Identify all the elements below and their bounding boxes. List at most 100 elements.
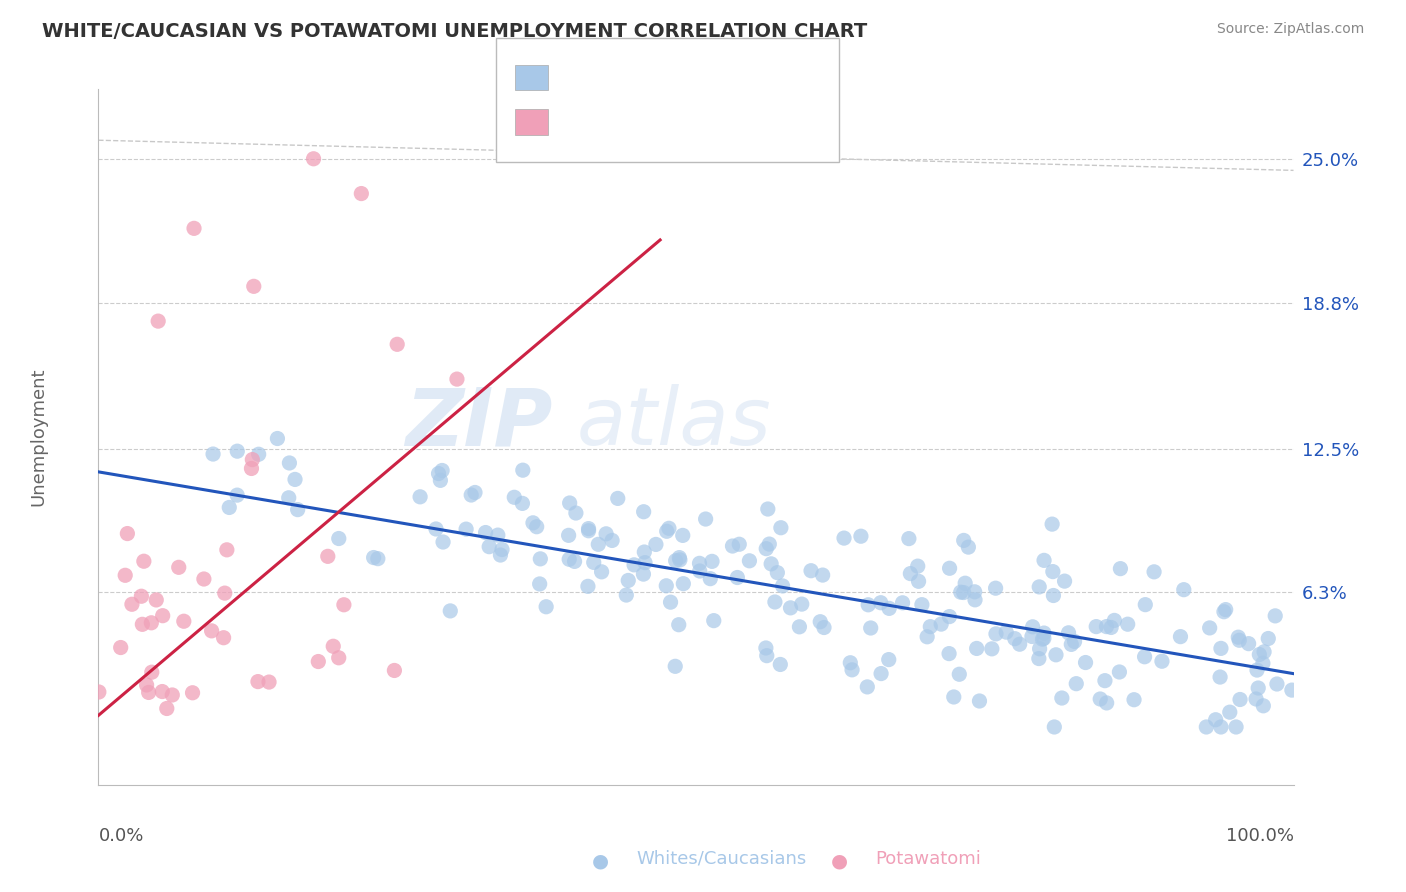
Text: WHITE/CAUCASIAN VS POTAWATOMI UNEMPLOYMENT CORRELATION CHART: WHITE/CAUCASIAN VS POTAWATOMI UNEMPLOYME… xyxy=(42,22,868,41)
Point xyxy=(1229,692,1251,706)
Point xyxy=(929,617,952,632)
Point xyxy=(226,444,249,458)
Point xyxy=(1050,691,1073,706)
Text: 100.0%: 100.0% xyxy=(1226,827,1294,845)
Point xyxy=(668,550,690,565)
Point xyxy=(1249,648,1271,662)
Point xyxy=(284,472,307,486)
Point xyxy=(665,554,688,568)
Point xyxy=(576,579,599,593)
Point xyxy=(156,701,179,715)
Point xyxy=(1219,705,1241,719)
Point xyxy=(1133,649,1156,664)
Text: 200: 200 xyxy=(724,62,762,80)
Point xyxy=(689,564,711,578)
Point xyxy=(582,555,605,569)
Point xyxy=(763,595,786,609)
Point xyxy=(980,641,1002,656)
Point xyxy=(240,461,263,475)
Point xyxy=(1042,589,1064,603)
Point xyxy=(856,680,879,694)
Point xyxy=(150,684,173,698)
Point xyxy=(789,620,811,634)
Point xyxy=(725,570,748,584)
Point xyxy=(1173,582,1195,597)
Text: -0.863: -0.863 xyxy=(595,62,659,80)
Point xyxy=(897,532,920,546)
Point xyxy=(456,522,478,536)
Point xyxy=(131,589,153,603)
Point xyxy=(1135,598,1157,612)
Point xyxy=(1094,673,1116,688)
Point xyxy=(1008,637,1031,651)
Point xyxy=(645,537,668,551)
Point xyxy=(655,579,678,593)
Point xyxy=(995,625,1018,640)
Point xyxy=(911,598,934,612)
Text: N =: N = xyxy=(689,107,728,125)
Point xyxy=(703,614,725,628)
Point xyxy=(1031,632,1053,647)
Point xyxy=(1209,720,1232,734)
Point xyxy=(1215,602,1237,616)
Point xyxy=(957,540,980,554)
Point xyxy=(858,598,880,612)
Point xyxy=(430,463,453,477)
Point xyxy=(1057,625,1080,640)
Point xyxy=(322,640,344,654)
Point xyxy=(859,621,882,635)
Point xyxy=(460,488,482,502)
Point xyxy=(948,667,970,681)
Point xyxy=(1108,665,1130,679)
Point xyxy=(287,502,309,516)
Point xyxy=(1021,630,1043,644)
Point xyxy=(425,522,447,536)
Point xyxy=(243,279,266,293)
Point xyxy=(1227,633,1250,648)
Point xyxy=(148,314,170,328)
Point xyxy=(503,491,526,505)
Point xyxy=(1281,683,1303,698)
Point xyxy=(1195,720,1218,734)
Point xyxy=(135,678,157,692)
Point xyxy=(699,572,721,586)
Point xyxy=(167,560,190,574)
Point xyxy=(1060,637,1083,651)
Point xyxy=(328,650,350,665)
Point xyxy=(790,597,813,611)
Point xyxy=(898,566,921,581)
Point xyxy=(214,586,236,600)
Point xyxy=(1265,677,1288,691)
Point xyxy=(952,533,974,548)
Point xyxy=(1198,621,1220,635)
Point xyxy=(1246,663,1268,677)
Point xyxy=(558,552,581,566)
Point xyxy=(1042,565,1064,579)
Point xyxy=(984,581,1007,595)
Point xyxy=(526,519,548,533)
Point xyxy=(755,648,778,663)
Point xyxy=(800,564,823,578)
Point xyxy=(464,485,486,500)
Point xyxy=(478,540,501,554)
Point xyxy=(758,537,780,551)
Point xyxy=(1209,670,1232,684)
Point xyxy=(117,526,139,541)
Point xyxy=(938,609,960,624)
Point xyxy=(1251,657,1274,671)
Point xyxy=(1040,517,1063,532)
Point xyxy=(1099,620,1122,634)
Point xyxy=(966,641,988,656)
Point xyxy=(489,548,512,562)
Point xyxy=(1244,692,1267,706)
Point xyxy=(700,554,723,568)
Point xyxy=(1045,648,1067,662)
Point xyxy=(772,579,794,593)
Point xyxy=(141,665,163,680)
Point xyxy=(1032,632,1054,646)
Point xyxy=(877,601,900,615)
Point xyxy=(869,596,891,610)
Point xyxy=(316,549,339,564)
Point xyxy=(839,656,862,670)
Point xyxy=(633,505,655,519)
